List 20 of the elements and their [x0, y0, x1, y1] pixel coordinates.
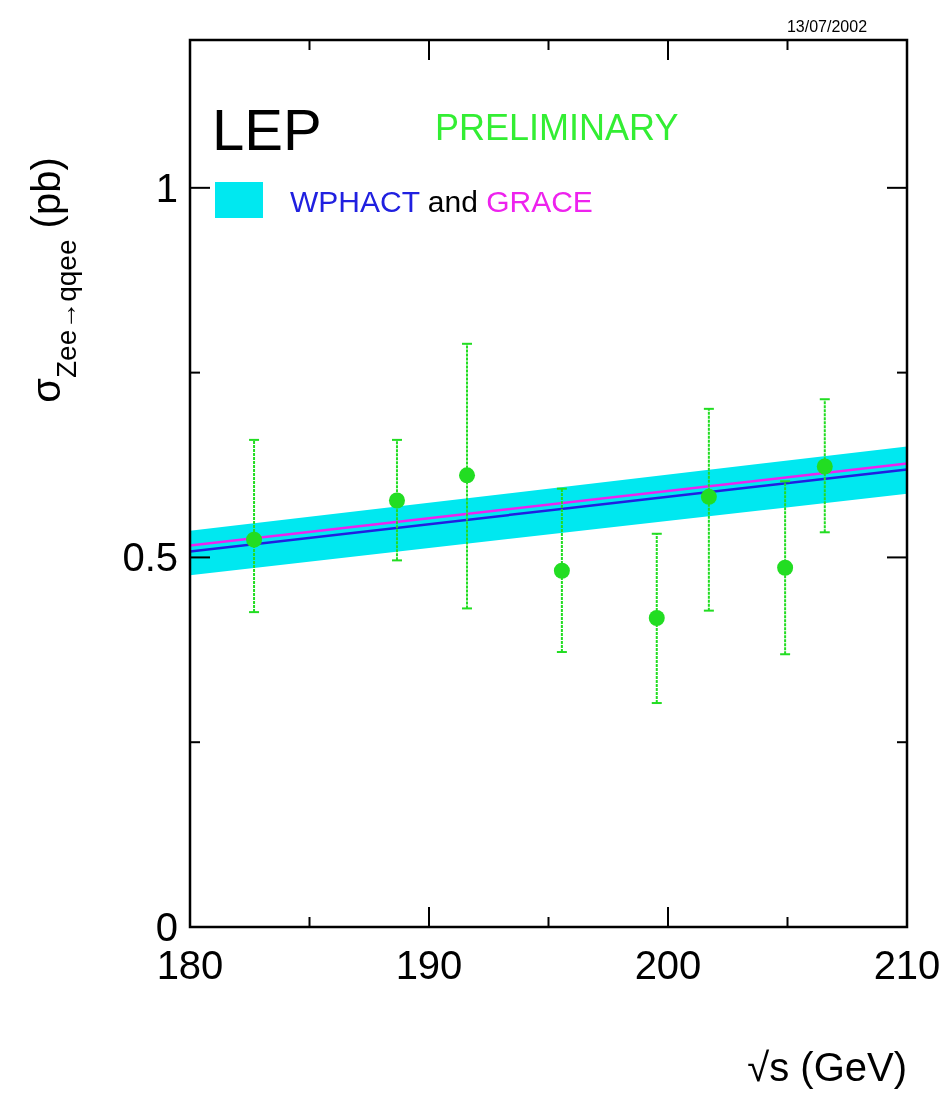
point	[816, 458, 833, 475]
x-axis-title: √s (GeV)	[747, 1045, 907, 1089]
point	[388, 492, 405, 509]
text: GRACE	[477, 185, 593, 218]
annotation: and	[419, 185, 478, 218]
annotation: PRELIMINARY	[435, 107, 679, 148]
x-tick-label: 200	[634, 943, 702, 987]
point	[777, 559, 794, 576]
y-tick-label: 1	[155, 165, 178, 210]
text: 13/07/2002	[786, 18, 868, 35]
text: WPHACT	[290, 185, 420, 218]
x-tick-label: 210	[873, 943, 941, 987]
point	[246, 531, 263, 548]
y-tick-label: 0.5	[122, 535, 178, 580]
point	[459, 467, 475, 484]
annotation: LEP	[212, 97, 322, 162]
point	[648, 610, 665, 627]
point	[553, 562, 570, 579]
x-tick-label: 190	[395, 943, 463, 987]
point	[700, 488, 717, 505]
